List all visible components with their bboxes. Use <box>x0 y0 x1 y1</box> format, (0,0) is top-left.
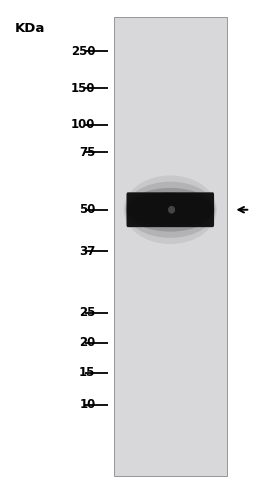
Ellipse shape <box>126 188 215 232</box>
Ellipse shape <box>124 175 217 244</box>
Text: 10: 10 <box>79 398 95 411</box>
Text: 37: 37 <box>79 244 95 258</box>
Text: 50: 50 <box>79 203 95 216</box>
Text: 20: 20 <box>79 336 95 349</box>
Ellipse shape <box>125 182 215 238</box>
Text: 150: 150 <box>71 81 95 95</box>
Text: 75: 75 <box>79 146 95 159</box>
Text: 15: 15 <box>79 366 95 379</box>
Text: KDa: KDa <box>14 22 45 35</box>
Bar <box>114 17 227 476</box>
Ellipse shape <box>168 206 175 214</box>
FancyBboxPatch shape <box>126 192 214 227</box>
Ellipse shape <box>127 193 214 227</box>
Text: 250: 250 <box>71 45 95 58</box>
Text: 25: 25 <box>79 306 95 320</box>
Text: 100: 100 <box>71 119 95 131</box>
